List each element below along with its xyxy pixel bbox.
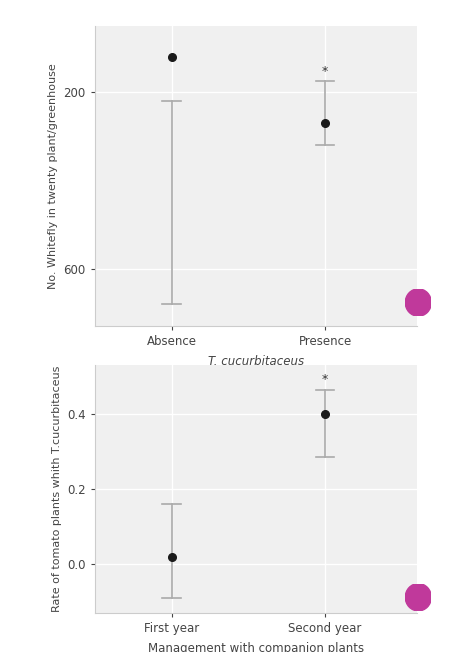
Text: *: * xyxy=(322,373,328,386)
Circle shape xyxy=(405,584,431,611)
Y-axis label: Rate of tomato plants whith T.cucurbitaceus: Rate of tomato plants whith T.cucurbitac… xyxy=(52,366,62,612)
Text: A: A xyxy=(413,296,423,309)
X-axis label: T. cucurbitaceus: T. cucurbitaceus xyxy=(208,355,304,368)
X-axis label: Management with companion plants: Management with companion plants xyxy=(148,642,364,652)
Y-axis label: No. Whitefly in twenty plant/greenhouse: No. Whitefly in twenty plant/greenhouse xyxy=(48,63,58,289)
Text: B: B xyxy=(413,591,423,604)
Text: *: * xyxy=(322,65,328,78)
Circle shape xyxy=(405,289,431,316)
